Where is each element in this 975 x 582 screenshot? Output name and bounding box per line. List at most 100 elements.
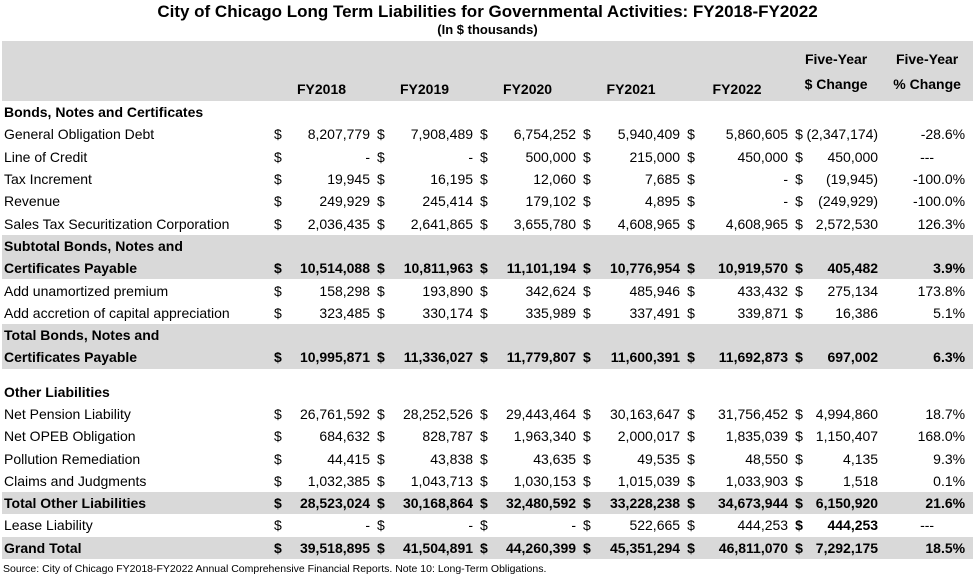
row-lease-liability: Lease Liability $ - $ - $ - $522,665 $444,253 $44… [2, 514, 973, 536]
currency-sign: $ [476, 257, 491, 280]
value-cell: 1,835,039 [725, 428, 789, 445]
currency-sign: $ [377, 304, 385, 321]
currency-sign: $ [480, 517, 488, 534]
value-cell: 330,174 [422, 304, 474, 321]
change-dollar-cell: 1,150,407 [815, 428, 879, 445]
change-pct-cell: -100.0% [912, 171, 966, 188]
change-pct-cell: 18.5% [881, 536, 974, 559]
row-lease-liability-label: Lease Liability [4, 517, 93, 534]
value-cell: 249,929 [319, 193, 371, 210]
value-cell: 12,060 [533, 171, 577, 188]
currency-sign: $ [687, 171, 695, 188]
change-dollar-cell: 450,000 [827, 148, 879, 165]
row-tax-increment-label: Tax Increment [4, 171, 92, 188]
value-cell: 48,550 [745, 450, 789, 467]
change-dollar-cell: 7,292,175 [805, 536, 882, 559]
value-cell: - [783, 193, 789, 210]
value-cell: 1,033,903 [725, 472, 789, 489]
row-total-bonds-label-line1: Total Bonds, Notes and [2, 323, 974, 347]
value-cell: 684,632 [319, 428, 371, 445]
currency-sign: $ [480, 215, 488, 232]
row-tax-increment: Tax Increment $19,945 $16,195 $12,060 $7,685… [2, 168, 973, 190]
currency-sign: $ [377, 148, 385, 165]
value-cell: 4,608,965 [617, 215, 681, 232]
currency-sign: $ [377, 450, 385, 467]
row-claims-judgments-label: Claims and Judgments [4, 472, 147, 489]
change-dollar-cell: 2,572,530 [815, 215, 879, 232]
value-cell: 43,838 [430, 450, 474, 467]
currency-sign: $ [579, 492, 594, 515]
currency-sign: $ [377, 282, 385, 299]
currency-sign: $ [687, 193, 695, 210]
header-five-year-dollar-change: Five-Year $ Change [791, 41, 882, 101]
row-general-obligation-debt-label: General Obligation Debt [4, 126, 155, 143]
value-cell: 39,518,895 [284, 536, 374, 559]
row-unamortized-premium: Add unamortized premium $158,298 $193,890 $… [2, 279, 973, 301]
currency-sign: $ [583, 148, 591, 165]
change-dollar-cell: 4,994,860 [815, 406, 879, 422]
value-cell: 10,811,963 [387, 257, 477, 280]
currency-sign: $ [583, 171, 591, 188]
row-subtotal-bonds: Certificates Payable $10,514,088 $10,811,9… [2, 257, 974, 280]
section-other-heading: Other Liabilities [2, 381, 973, 403]
value-cell: 215,000 [629, 148, 681, 165]
currency-sign: $ [274, 428, 282, 445]
row-revenue: Revenue $249,929 $245,414 $179,102 $4,895 $ - $… [2, 190, 973, 212]
currency-sign: $ [270, 346, 284, 369]
currency-sign: $ [583, 215, 591, 232]
header-dollar-change-line1: Five-Year [804, 51, 868, 67]
currency-sign: $ [683, 492, 698, 515]
value-cell: - [365, 148, 371, 165]
row-pollution-remediation: Pollution Remediation $44,415 $43,838 $43,6… [2, 447, 973, 469]
currency-sign: $ [687, 282, 695, 299]
value-cell: 34,673,944 [697, 492, 792, 515]
spacer-cell [2, 369, 973, 381]
value-cell: 49,535 [637, 450, 681, 467]
value-cell: 4,608,965 [725, 215, 789, 232]
change-pct-cell: 126.3% [917, 215, 966, 232]
currency-sign: $ [377, 171, 385, 188]
value-cell: 46,811,070 [697, 536, 792, 559]
currency-sign: $ [795, 126, 803, 143]
value-cell: 11,692,873 [697, 346, 792, 369]
value-cell: 245,414 [422, 193, 474, 210]
change-dollar-cell: 1,518 [843, 472, 879, 489]
value-cell: - [468, 517, 474, 534]
change-pct-cell: -100.0% [912, 193, 966, 210]
header-row: FY2018 FY2019 FY2020 FY2021 FY2022 Five-… [2, 41, 974, 101]
value-cell: 179,102 [525, 193, 577, 210]
header-fy2018: FY2018 [270, 41, 374, 101]
currency-sign: $ [795, 472, 803, 489]
currency-sign: $ [795, 171, 803, 188]
row-grand-total-label: Grand Total [2, 536, 270, 559]
row-net-pension-liability-label: Net Pension Liability [4, 406, 131, 422]
currency-sign: $ [583, 517, 591, 534]
value-cell: - [468, 148, 474, 165]
value-cell: 2,641,865 [410, 215, 474, 232]
currency-sign: $ [480, 406, 488, 422]
currency-sign: $ [476, 346, 491, 369]
currency-sign: $ [270, 257, 284, 280]
currency-sign: $ [795, 304, 803, 321]
currency-sign: $ [274, 406, 282, 422]
header-pct-change-line2: % Change [893, 76, 961, 92]
currency-sign: $ [480, 472, 488, 489]
value-cell: 43,635 [533, 450, 577, 467]
currency-sign: $ [373, 536, 388, 559]
row-unamortized-premium-label: Add unamortized premium [4, 282, 169, 299]
header-fy2021: FY2021 [579, 41, 684, 101]
change-dollar-cell: 4,135 [843, 450, 879, 467]
currency-sign: $ [373, 346, 388, 369]
value-cell: 11,779,807 [490, 346, 580, 369]
change-pct-cell: 18.7% [925, 406, 966, 422]
currency-sign: $ [683, 346, 698, 369]
row-subtotal-bonds-line1: Subtotal Bonds, Notes and [2, 234, 974, 258]
row-total-bonds: Certificates Payable $10,995,871 $11,336,0… [2, 346, 974, 369]
value-cell: 5,860,605 [725, 126, 789, 143]
currency-sign: $ [583, 282, 591, 299]
value-cell: 33,228,238 [593, 492, 684, 515]
header-fy2019: FY2019 [373, 41, 477, 101]
value-cell: 1,015,039 [617, 472, 681, 489]
value-cell: - [571, 517, 577, 534]
value-cell: 7,908,489 [410, 126, 474, 143]
